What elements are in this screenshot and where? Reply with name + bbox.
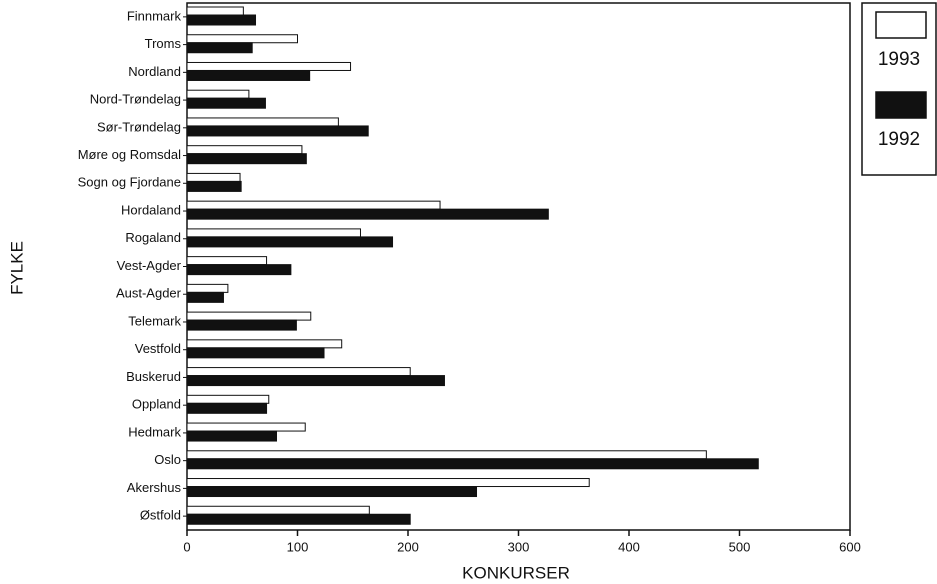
y-tick-label: Østfold <box>140 508 181 523</box>
x-tick-label: 200 <box>397 539 419 554</box>
bar <box>186 513 411 525</box>
bar <box>186 89 250 99</box>
y-tick-label: Hedmark <box>128 424 181 439</box>
bar <box>186 402 268 414</box>
bar <box>186 291 224 303</box>
y-tick-label: Oppland <box>132 397 181 412</box>
y-tick-label: Oslo <box>154 452 181 467</box>
bar <box>186 6 244 16</box>
bar <box>186 236 394 248</box>
legend-label: 1992 <box>878 129 920 150</box>
bar <box>186 347 325 359</box>
y-tick-label: Møre og Romsdal <box>78 147 181 162</box>
y-tick-label: Troms <box>145 36 182 51</box>
bar <box>186 394 270 404</box>
y-tick-label: Sogn og Fjordane <box>78 175 181 190</box>
bar <box>186 180 242 192</box>
bar <box>186 450 707 460</box>
bar <box>186 505 370 515</box>
bar <box>186 61 352 71</box>
bar <box>186 486 478 498</box>
legend-swatch <box>875 11 927 39</box>
legend-swatch <box>875 91 927 119</box>
bar <box>186 145 303 155</box>
x-tick-label: 500 <box>729 539 751 554</box>
bar <box>186 283 229 293</box>
y-tick-label: Buskerud <box>126 369 181 384</box>
bar <box>186 69 311 81</box>
bar <box>186 375 445 387</box>
bar <box>186 34 298 44</box>
x-tick-label: 0 <box>183 539 190 554</box>
bar <box>186 125 369 137</box>
y-tick-label: Telemark <box>128 313 181 328</box>
x-axis-label: KONKURSER <box>462 563 570 582</box>
legend-label: 1993 <box>878 49 920 70</box>
bar <box>186 117 339 127</box>
y-tick-label: Aust-Agder <box>116 286 182 301</box>
bar <box>186 228 361 238</box>
y-tick-label: Nordland <box>128 64 181 79</box>
x-tick-label: 300 <box>508 539 530 554</box>
x-tick-label: 600 <box>839 539 861 554</box>
bar <box>186 339 343 349</box>
bar <box>186 153 307 165</box>
y-tick-label: Hordaland <box>121 202 181 217</box>
bar <box>186 478 590 488</box>
bar <box>186 430 278 442</box>
bar <box>186 458 759 470</box>
x-tick-label: 100 <box>287 539 309 554</box>
y-tick-label: Nord-Trøndelag <box>90 92 181 107</box>
y-tick-label: Akershus <box>127 480 182 495</box>
bar <box>186 264 292 276</box>
bar <box>186 422 306 432</box>
y-tick-label: Vest-Agder <box>117 258 182 273</box>
bar <box>186 311 312 321</box>
y-tick-label: Finnmark <box>127 8 182 23</box>
bar <box>186 319 297 331</box>
y-tick-label: Rogaland <box>125 230 181 245</box>
bar <box>186 14 257 26</box>
y-axis-label: FYLKE <box>7 241 26 295</box>
y-tick-label: Vestfold <box>135 341 181 356</box>
bar <box>186 172 241 182</box>
bar <box>186 42 253 54</box>
bar <box>186 200 441 210</box>
y-tick-label: Sør-Trøndelag <box>97 119 181 134</box>
bar <box>186 208 549 220</box>
bar <box>186 97 266 109</box>
bar <box>186 256 268 266</box>
x-tick-label: 400 <box>618 539 640 554</box>
bar <box>186 367 411 377</box>
